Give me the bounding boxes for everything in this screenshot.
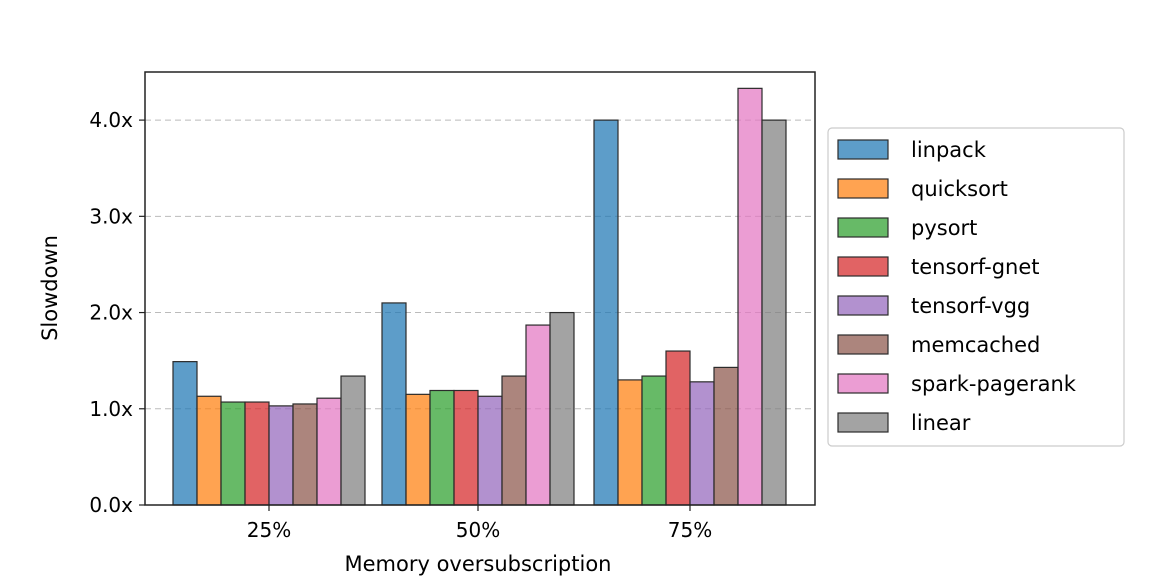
y-tick-label: 1.0x xyxy=(89,397,133,421)
bar-quicksort-25pct xyxy=(196,395,222,506)
bar-memcached-75pct xyxy=(713,366,739,506)
y-axis: 0.0x 1.0x 2.0x 3.0x 4.0x xyxy=(89,108,145,517)
x-axis-title: Memory oversubscription xyxy=(344,552,611,576)
legend: linpack quicksort pysort tensorf-gnet tensor… xyxy=(827,127,1125,447)
legend-swatch-quicksort xyxy=(837,178,889,199)
bar-memcached-50pct xyxy=(501,375,527,506)
bar-tensorf-vgg-50pct xyxy=(477,395,503,506)
bar-quicksort-75pct xyxy=(617,379,643,506)
bar-linear-50pct xyxy=(549,311,575,506)
bar-quicksort-50pct xyxy=(405,393,431,506)
legend-label-tensorf-vgg: tensorf-vgg xyxy=(911,294,1030,318)
legend-swatch-linear xyxy=(837,412,889,433)
legend-swatch-tensorf-vgg xyxy=(837,295,889,316)
bar-pysort-75pct xyxy=(641,375,667,506)
bar-spark-pagerank-25pct xyxy=(316,397,342,506)
legend-label-linear: linear xyxy=(911,411,971,435)
legend-label-spark-pagerank: spark-pagerank xyxy=(911,372,1077,396)
x-tick-label: 25% xyxy=(247,518,291,542)
legend-frame xyxy=(827,127,1125,447)
y-tick-label: 0.0x xyxy=(89,493,133,517)
bar-linpack-75pct xyxy=(593,119,619,506)
bar-tensorf-vgg-75pct xyxy=(689,381,715,506)
bar-linear-25pct xyxy=(340,375,366,506)
y-axis-title: Slowdown xyxy=(38,235,62,341)
bar-pysort-50pct xyxy=(429,389,455,506)
bar-spark-pagerank-50pct xyxy=(525,324,551,506)
legend-swatch-pysort xyxy=(837,217,889,238)
x-tick-label: 50% xyxy=(456,518,500,542)
legend-swatch-tensorf-gnet xyxy=(837,256,889,277)
legend-label-quicksort: quicksort xyxy=(911,177,1008,201)
y-tick-label: 3.0x xyxy=(89,204,133,228)
bar-linpack-50pct xyxy=(381,302,407,506)
bar-pysort-25pct xyxy=(220,401,246,506)
gridlines xyxy=(145,119,815,410)
legend-swatch-memcached xyxy=(837,334,889,355)
legend-swatch-spark-pagerank xyxy=(837,373,889,394)
bars xyxy=(172,87,787,506)
bar-tensorf-vgg-25pct xyxy=(268,405,294,506)
legend-label-memcached: memcached xyxy=(911,333,1040,357)
legend-label-tensorf-gnet: tensorf-gnet xyxy=(911,255,1040,279)
bar-linpack-25pct xyxy=(172,361,198,506)
bar-tensorf-gnet-25pct xyxy=(244,401,270,506)
bar-tensorf-gnet-50pct xyxy=(453,389,479,506)
bar-spark-pagerank-75pct xyxy=(737,87,763,506)
legend-label-linpack: linpack xyxy=(911,138,987,162)
x-tick-label: 75% xyxy=(668,518,712,542)
plot-frame xyxy=(144,71,816,506)
legend-label-pysort: pysort xyxy=(911,216,977,240)
bar-tensorf-gnet-75pct xyxy=(665,350,691,506)
y-tick-label: 4.0x xyxy=(89,108,133,132)
bar-memcached-25pct xyxy=(292,403,318,506)
y-tick-label: 2.0x xyxy=(89,301,133,325)
legend-swatch-linpack xyxy=(837,139,889,160)
bar-linear-75pct xyxy=(761,119,787,506)
x-axis: 25% 50% 75% xyxy=(247,505,712,542)
